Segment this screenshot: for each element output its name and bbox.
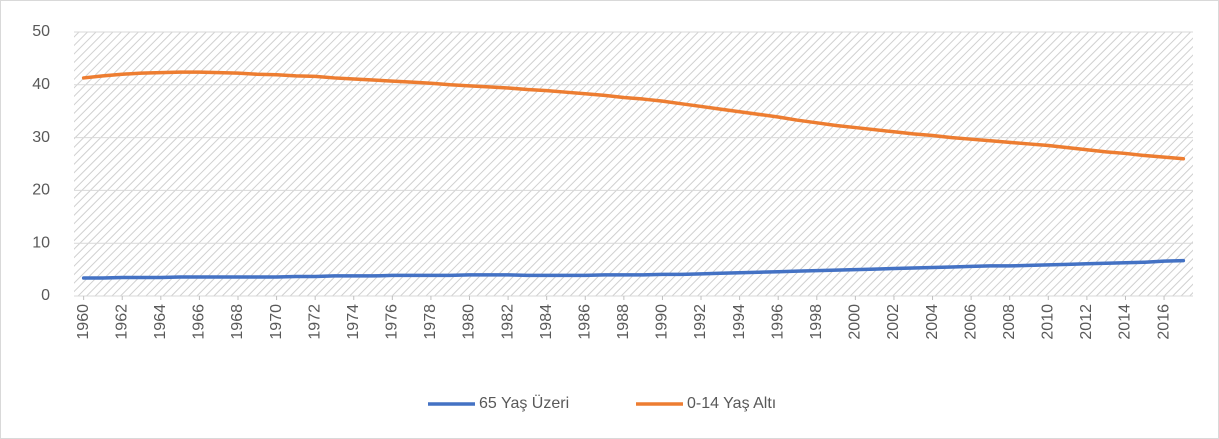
- x-tick-label: 1994: [731, 304, 748, 340]
- x-tick-label: 1966: [191, 304, 208, 340]
- y-tick-label: 40: [32, 76, 50, 93]
- x-tick-label: 2004: [924, 304, 941, 340]
- x-tick-label: 1974: [345, 304, 362, 340]
- y-tick-label: 20: [32, 182, 50, 199]
- x-tick-label: 1998: [808, 304, 825, 340]
- x-tick-label: 2006: [962, 304, 979, 340]
- x-tick-label: 2012: [1078, 304, 1095, 340]
- x-tick-label: 1992: [692, 304, 709, 340]
- legend-label: 0-14 Yaş Altı: [687, 395, 776, 412]
- x-tick-label: 2002: [885, 304, 902, 340]
- x-tick-label: 2008: [1001, 304, 1018, 340]
- x-tick-label: 1982: [499, 304, 516, 340]
- x-tick-label: 1990: [654, 304, 671, 340]
- x-tick-label: 1986: [576, 304, 593, 340]
- y-tick-label: 10: [32, 234, 50, 251]
- x-tick-label: 2016: [1155, 304, 1172, 340]
- x-tick-label: 1980: [461, 304, 478, 340]
- x-tick-label: 1988: [615, 304, 632, 340]
- x-tick-label: 1962: [113, 304, 130, 340]
- x-tick-label: 1964: [152, 304, 169, 340]
- x-tick-label: 1976: [384, 304, 401, 340]
- legend-label: 65 Yaş Üzeri: [479, 394, 569, 412]
- line-series: [81, 258, 1186, 280]
- x-tick-label: 2000: [847, 304, 864, 340]
- x-tick-label: 1972: [306, 304, 323, 340]
- x-tick-label: 2014: [1117, 304, 1134, 340]
- plot-area: [74, 32, 1193, 296]
- y-tick-label: 30: [32, 129, 50, 146]
- x-tick-label: 1960: [75, 304, 92, 340]
- x-tick-label: 1968: [229, 304, 246, 340]
- line-series: [81, 70, 1186, 161]
- y-tick-label: 50: [32, 23, 50, 40]
- x-tick-label: 1996: [769, 304, 786, 340]
- x-tick-label: 1978: [422, 304, 439, 340]
- x-tick-label: 1970: [268, 304, 285, 340]
- x-tick-label: 1984: [538, 304, 555, 340]
- x-tick-label: 2010: [1040, 304, 1057, 340]
- y-tick-label: 0: [41, 287, 50, 304]
